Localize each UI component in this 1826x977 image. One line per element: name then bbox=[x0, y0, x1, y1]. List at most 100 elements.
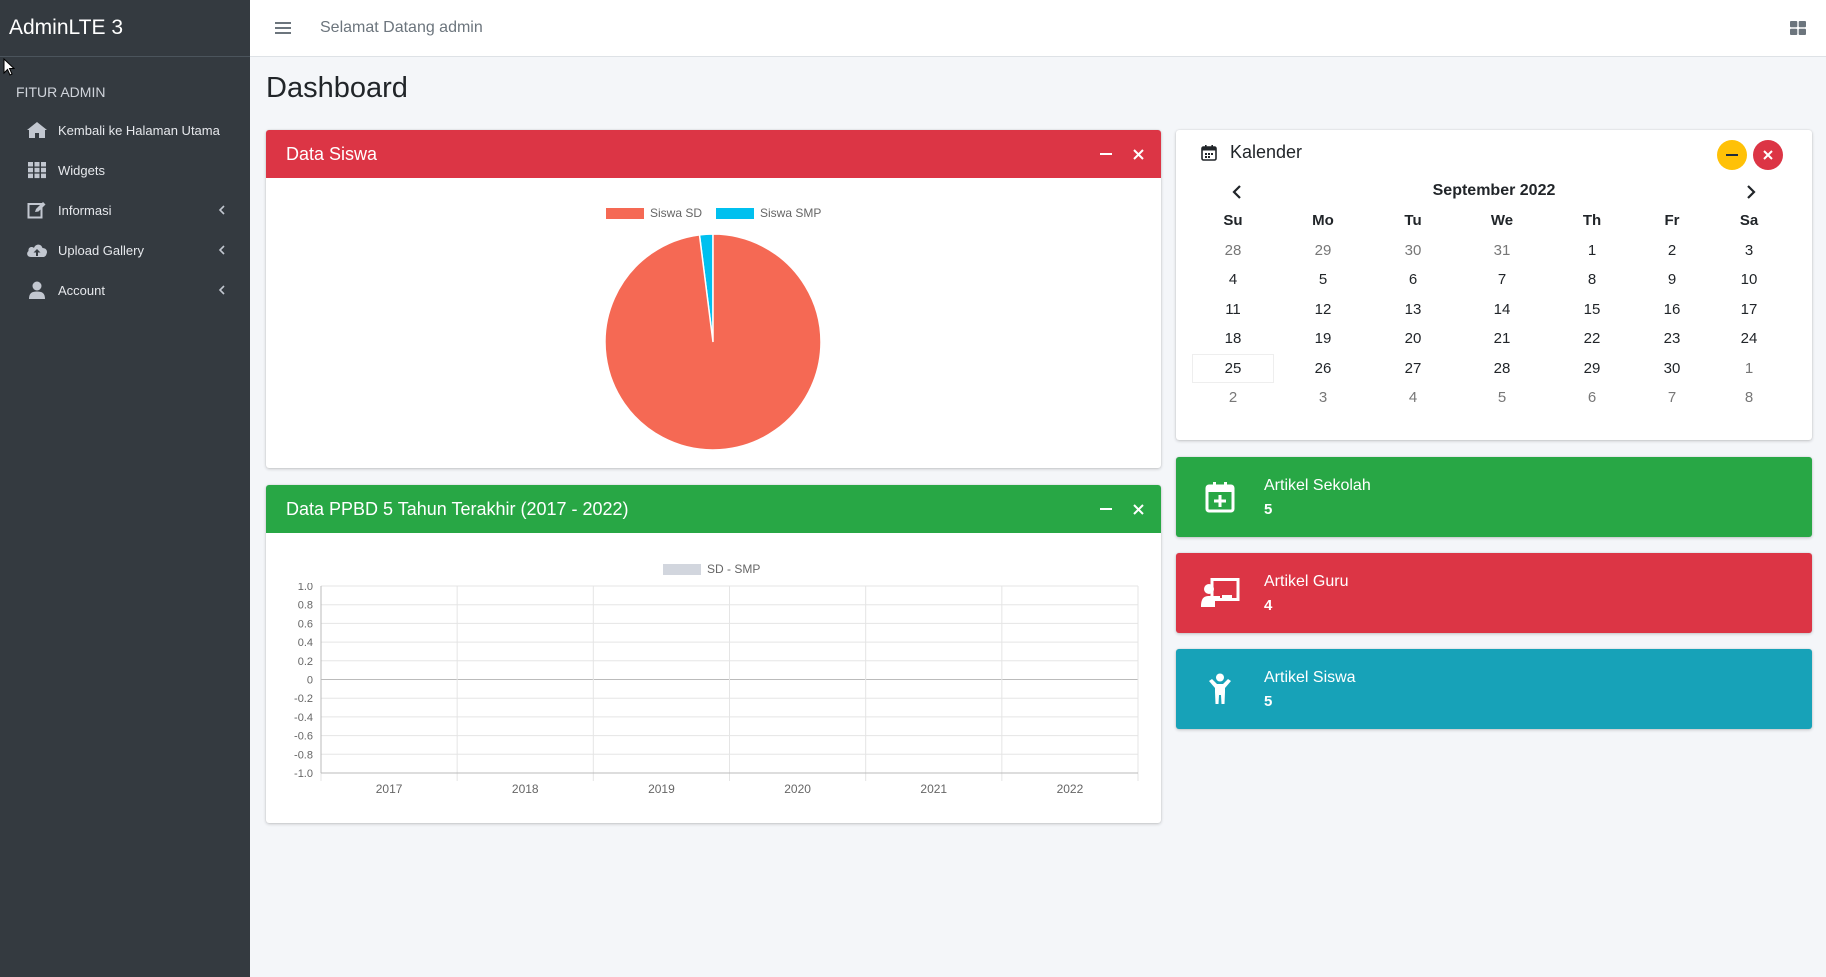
calendar-day[interactable]: 14 bbox=[1493, 300, 1511, 318]
calendar-collapse-button[interactable] bbox=[1717, 140, 1747, 170]
info-box-content: Artikel Guru 4 bbox=[1264, 573, 1348, 614]
y-tick-label: 0 bbox=[307, 675, 313, 687]
calendar-day[interactable]: 25 bbox=[1192, 353, 1274, 383]
calendar-day[interactable]: 2 bbox=[1667, 241, 1677, 259]
remove-button[interactable] bbox=[1125, 496, 1151, 522]
info-box-title: Artikel Sekolah bbox=[1264, 476, 1371, 494]
collapse-button[interactable] bbox=[1093, 141, 1119, 167]
calendar-day[interactable]: 28 bbox=[1224, 241, 1242, 259]
sidebar-item-informasi[interactable]: Informasi bbox=[0, 190, 250, 230]
calendar-day[interactable]: 17 bbox=[1740, 300, 1758, 318]
collapse-button[interactable] bbox=[1093, 496, 1119, 522]
calendar-day[interactable]: 19 bbox=[1314, 330, 1332, 348]
calendar-day[interactable]: 29 bbox=[1314, 241, 1332, 259]
x-tick-label: 2018 bbox=[512, 782, 539, 796]
grid bbox=[320, 585, 1139, 781]
calendar-day[interactable]: 18 bbox=[1224, 330, 1242, 348]
calendar-day[interactable]: 4 bbox=[1408, 389, 1418, 407]
calendar-row: 25 26 27 28 29 30 1 bbox=[1192, 353, 1792, 383]
user-icon bbox=[26, 280, 48, 300]
calendar-row: 28 29 30 31 1 2 3 bbox=[1192, 236, 1792, 266]
card-header: Data PPBD 5 Tahun Terakhir (2017 - 2022) bbox=[266, 485, 1161, 533]
info-box-artikel-siswa[interactable]: Artikel Siswa 5 bbox=[1176, 649, 1812, 729]
info-box-content: Artikel Siswa 5 bbox=[1264, 669, 1356, 710]
calendar-row: 4 5 6 7 8 9 10 bbox=[1192, 265, 1792, 295]
calendar-day[interactable]: 30 bbox=[1663, 359, 1681, 377]
calendar-day[interactable]: 12 bbox=[1314, 300, 1332, 318]
calendar-dow-mo: Mo bbox=[1312, 212, 1334, 230]
calendar-card: Kalender September 2022 Su Mo Tu We Th Fr Sa 28… bbox=[1176, 130, 1812, 440]
info-box-artikel-guru[interactable]: Artikel Guru 4 bbox=[1176, 553, 1812, 633]
sidebar-item-widgets[interactable]: Widgets bbox=[0, 150, 250, 190]
calendar-day[interactable]: 15 bbox=[1583, 300, 1601, 318]
remove-button[interactable] bbox=[1125, 141, 1151, 167]
calendar-day[interactable]: 29 bbox=[1583, 359, 1601, 377]
calendar-day[interactable]: 8 bbox=[1587, 271, 1597, 289]
calendar-day[interactable]: 6 bbox=[1587, 389, 1597, 407]
calendar-dow-sa: Sa bbox=[1739, 212, 1759, 230]
info-box-artikel-sekolah[interactable]: Artikel Sekolah 5 bbox=[1176, 457, 1812, 537]
calendar-remove-button[interactable] bbox=[1753, 140, 1783, 170]
calendar-day[interactable]: 31 bbox=[1493, 241, 1511, 259]
calendar-dow-tu: Tu bbox=[1404, 212, 1422, 230]
bars-icon bbox=[275, 22, 291, 34]
calendar-day[interactable]: 2 bbox=[1228, 389, 1238, 407]
calendar-day[interactable]: 20 bbox=[1404, 330, 1422, 348]
minus-icon bbox=[1100, 508, 1112, 510]
calendar-day[interactable]: 3 bbox=[1744, 241, 1754, 259]
sidebar-item-upload-gallery[interactable]: Upload Gallery bbox=[0, 230, 250, 270]
bar-legend: SD - SMP bbox=[663, 562, 760, 576]
calendar-day[interactable]: 7 bbox=[1497, 271, 1507, 289]
calendar-month-title[interactable]: September 2022 bbox=[1432, 182, 1556, 199]
calendar-row: 18 19 20 21 22 23 24 bbox=[1192, 324, 1792, 354]
calendar-day[interactable]: 28 bbox=[1493, 359, 1511, 377]
calendar-day[interactable]: 21 bbox=[1493, 330, 1511, 348]
calendar-day[interactable]: 16 bbox=[1663, 300, 1681, 318]
calendar-day[interactable]: 8 bbox=[1744, 389, 1754, 407]
pie-slice-siswa-sd[interactable] bbox=[604, 233, 822, 451]
calendar-day[interactable]: 3 bbox=[1318, 389, 1328, 407]
sidebar-item-account[interactable]: Account bbox=[0, 270, 250, 310]
th-grid-icon bbox=[26, 160, 48, 180]
calendar-day[interactable]: 24 bbox=[1740, 330, 1758, 348]
calendar-day[interactable]: 10 bbox=[1740, 271, 1758, 289]
calendar-day[interactable]: 5 bbox=[1318, 271, 1328, 289]
calendar-day[interactable]: 1 bbox=[1744, 359, 1754, 377]
calendar-day[interactable]: 5 bbox=[1497, 389, 1507, 407]
sidebar-item-label: Informasi bbox=[58, 202, 112, 218]
top-navbar: Selamat Datang admin bbox=[250, 0, 1826, 57]
calendar-day[interactable]: 9 bbox=[1667, 271, 1677, 289]
y-tick-label: -0.8 bbox=[294, 749, 313, 761]
next-month-button[interactable] bbox=[1739, 180, 1763, 204]
calendar-day[interactable]: 1 bbox=[1587, 241, 1597, 259]
calendar-day[interactable]: 27 bbox=[1404, 359, 1422, 377]
calendar-day[interactable]: 13 bbox=[1404, 300, 1422, 318]
sidebar-item-home[interactable]: Kembali ke Halaman Utama bbox=[0, 110, 250, 150]
card-header: Data Siswa bbox=[266, 130, 1161, 178]
calendar-day[interactable]: 22 bbox=[1583, 330, 1601, 348]
prev-month-button[interactable] bbox=[1225, 180, 1249, 204]
pie-legend: Siswa SD Siswa SMP bbox=[606, 206, 821, 220]
sidebar-toggle-button[interactable] bbox=[270, 15, 296, 41]
calendar-day[interactable]: 30 bbox=[1404, 241, 1422, 259]
x-tick-label: 2021 bbox=[920, 782, 947, 796]
calendar-day[interactable]: 26 bbox=[1314, 359, 1332, 377]
minus-icon bbox=[1100, 153, 1112, 155]
calendar-day[interactable]: 11 bbox=[1225, 300, 1241, 318]
chevron-left-icon bbox=[216, 285, 226, 295]
brand-text: AdminLTE 3 bbox=[9, 16, 123, 39]
calendar-day[interactable]: 7 bbox=[1667, 389, 1677, 407]
chevron-left-icon bbox=[1232, 185, 1241, 199]
calendar-day[interactable]: 23 bbox=[1663, 330, 1681, 348]
data-siswa-card: Data Siswa Siswa SD Siswa SMP bbox=[266, 130, 1161, 468]
control-sidebar-button[interactable] bbox=[1788, 18, 1808, 38]
calendar-grid: Su Mo Tu We Th Fr Sa 28 29 30 31 1 2 3 4 5 6 7 8 9 10 11 12 13 1… bbox=[1192, 206, 1792, 413]
card-tools bbox=[1093, 130, 1151, 178]
y-tick-label: 1.0 bbox=[298, 583, 313, 593]
calendar-day[interactable]: 4 bbox=[1228, 271, 1238, 289]
info-box-count: 4 bbox=[1264, 596, 1273, 614]
calendar-day[interactable]: 6 bbox=[1408, 271, 1418, 289]
brand-link[interactable]: AdminLTE 3 bbox=[0, 0, 250, 57]
calendar-dow-we: We bbox=[1490, 212, 1514, 230]
info-box-count: 5 bbox=[1264, 500, 1273, 518]
